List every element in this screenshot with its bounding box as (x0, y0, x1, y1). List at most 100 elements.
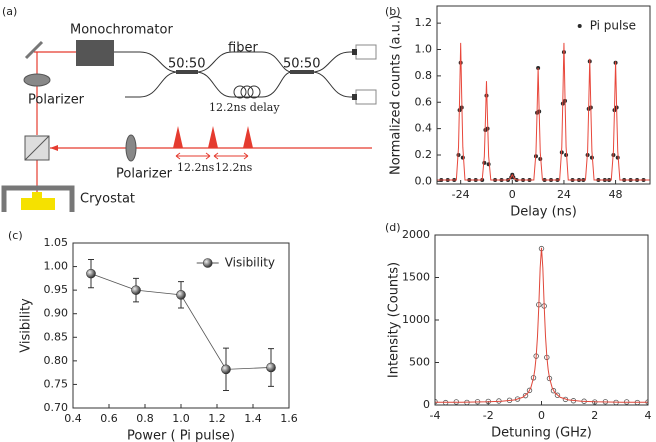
cryostat (1, 185, 75, 212)
marker (176, 290, 186, 300)
sample (32, 192, 42, 198)
chart: (c) Power ( Pi pulse) Visibility 0.4 0.6 0.8 1… (8, 229, 298, 442)
coupler-label: 50:50 (168, 57, 205, 72)
polarizer-label: Polarizer (28, 93, 85, 108)
detector (352, 94, 357, 100)
fiber-loop (247, 85, 261, 99)
plot-area (437, 42, 650, 183)
x-tick-label: 2 (591, 409, 598, 422)
legend-label: Visibility (225, 256, 275, 270)
series-line (435, 247, 648, 403)
marker (131, 285, 141, 295)
polarizer (23, 73, 51, 87)
x-tick-label: -2 (483, 409, 494, 422)
y-axis-title: Visibility (19, 298, 34, 353)
x-tick-label: 0.6 (100, 412, 118, 425)
y-tick-label: 0.4 (415, 122, 433, 135)
x-tick-label: 1.4 (244, 412, 262, 425)
y-tick-label: 0.75 (44, 377, 69, 390)
polarizer (125, 134, 137, 162)
monochromator-label: Monochromator (70, 23, 173, 38)
spacing-label: 12.2ns (177, 161, 215, 174)
x-tick-label: 48 (609, 188, 623, 201)
y-tick-label: 0.0 (415, 174, 433, 187)
x-tick-label: 1.2 (208, 412, 226, 425)
mirror (24, 40, 44, 60)
y-tick-label: 0.95 (44, 283, 69, 296)
coupler (290, 70, 314, 74)
panel-label: (c) (8, 229, 23, 242)
y-tick-label: 0.85 (44, 330, 69, 343)
coupler (176, 70, 198, 74)
x-tick-label: 0 (509, 188, 516, 201)
x-tick-label: 0.8 (136, 412, 154, 425)
marker (486, 162, 491, 167)
panel-label: (d) (385, 221, 401, 234)
beam-splitter (24, 135, 50, 161)
panel-label: (b) (385, 5, 401, 18)
monochromator (76, 40, 114, 66)
plot-area (435, 245, 648, 405)
x-tick-label: 0.4 (64, 412, 82, 425)
marker (522, 392, 529, 399)
setup-diagram: (a) Monochromator 50:50 50:50 fiber 12.2… (1, 5, 377, 212)
y-tick-label: 1.2 (415, 16, 433, 29)
x-tick-label: -4 (430, 409, 441, 422)
detector (355, 89, 377, 105)
y-tick-label: 1000 (402, 313, 430, 326)
plot-area (86, 259, 276, 392)
pulse (173, 126, 183, 148)
x-tick-label: 0 (538, 409, 545, 422)
marker (86, 268, 96, 279)
spacing-arrow (175, 152, 249, 160)
polarizer-label: Polarizer (116, 167, 173, 182)
marker (460, 155, 465, 160)
pulse (243, 126, 253, 148)
y-tick-label: 0.90 (44, 307, 69, 320)
y-tick-label: 0.8 (415, 69, 433, 82)
plot-frame (72, 242, 290, 409)
marker (554, 392, 561, 398)
fiber-loop (240, 85, 254, 99)
x-tick-label: 4 (645, 409, 652, 422)
marker (266, 362, 276, 373)
chart: (b) Delay (ns) Normalized counts (a.u.) -24… (385, 5, 651, 220)
plot-frame (436, 5, 651, 185)
y-tick-label: 500 (409, 356, 430, 369)
cryostat-label: Cryostat (80, 192, 135, 207)
spacing-label: 12.2ns (215, 161, 253, 174)
y-tick-label: 0.80 (44, 354, 69, 367)
x-tick-label: 1.0 (172, 412, 190, 425)
x-tick-label: 24 (557, 188, 571, 201)
legend-label: Pi pulse (590, 19, 636, 33)
y-tick-label: 2000 (402, 228, 430, 241)
fiber (125, 71, 356, 98)
y-tick-label: 0.70 (44, 401, 69, 414)
x-axis-title: Power ( Pi pulse) (127, 429, 235, 442)
fiber (114, 51, 356, 73)
x-axis-title: Delay (ns) (510, 205, 577, 220)
panel-label: (a) (2, 5, 17, 18)
sample (21, 198, 55, 210)
x-tick-label: 1.6 (280, 412, 298, 425)
y-tick-label: 0.2 (415, 148, 433, 161)
y-tick-label: 1500 (402, 271, 430, 284)
y-tick-label: 1.0 (415, 43, 433, 56)
marker (550, 388, 557, 394)
chart: (d) Detuning (GHz) Intensity (Counts) -4 -2 0… (385, 221, 652, 441)
y-tick-label: 1.05 (44, 236, 69, 249)
x-axis-title: Detuning (GHz) (491, 426, 592, 441)
plot-frame (434, 234, 649, 406)
delay-label: 12.2ns delay (209, 101, 280, 114)
marker (514, 396, 521, 402)
y-tick-label: 0 (423, 398, 430, 411)
marker (221, 364, 231, 375)
pulse (208, 126, 218, 148)
y-axis-title: Normalized counts (a.u.) (389, 15, 404, 175)
coupler-label: 50:50 (283, 57, 320, 72)
y-tick-label: 1.00 (44, 260, 69, 273)
legend-marker (202, 258, 213, 268)
legend-marker (577, 24, 582, 28)
fiber-loop (233, 85, 247, 99)
